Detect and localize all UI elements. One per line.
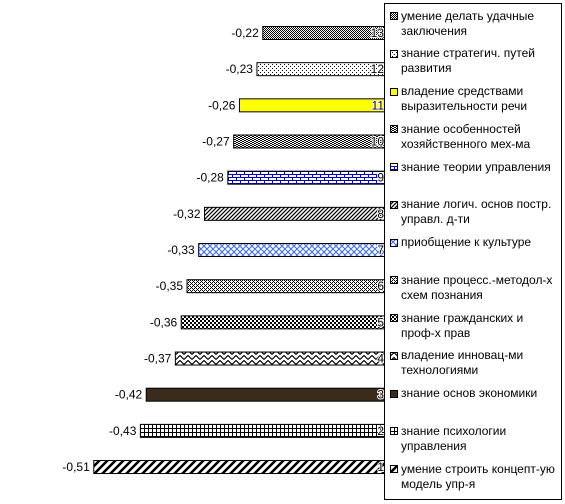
legend-label: знание логич. основ постр. управл. д-ти [401, 197, 552, 227]
legend-label: приобщение к культуре [401, 235, 532, 249]
legend-swatch [390, 276, 398, 285]
legend-swatch [390, 427, 398, 436]
legend-entry: умение строить концепт-ую модель упр-я [390, 462, 561, 500]
value-label: -0,42 [115, 388, 143, 402]
value-label: -0,27 [202, 135, 230, 149]
value-label: -0,37 [144, 352, 172, 366]
value-label: -0,32 [173, 207, 201, 221]
legend-swatch [390, 465, 398, 473]
legend-label: знание гражданских и проф-х прав [401, 310, 524, 340]
legend-swatch [390, 87, 398, 96]
value-label: -0,51 [62, 460, 90, 474]
point-label: 11 [372, 98, 385, 112]
legend-entry: знание психологии управления [390, 424, 561, 462]
legend-entry: знание гражданских и проф-х прав [390, 311, 561, 349]
legend-entry: знание процесс.-методол-х схем познания [390, 273, 561, 311]
legend-swatch [390, 12, 398, 20]
point-label: 13 [371, 26, 385, 40]
legend-label: умение делать удачные заключения [401, 8, 535, 38]
legend-entry: владение инновац-ми технологиями [390, 348, 561, 386]
bar-group: -0,33 7 [167, 242, 392, 258]
legend: умение делать удачные заключения знание с… [384, 3, 562, 500]
legend-label: знание основ экономики [401, 386, 538, 400]
bar-group: -0,37 4 [144, 351, 392, 367]
bar [139, 423, 392, 438]
legend-label: знание теории управления [401, 159, 551, 174]
bar [198, 243, 392, 258]
bar-group: -0,26 11 [208, 97, 392, 113]
bar-group: -0,36 5 [150, 314, 392, 330]
legend-swatch [390, 200, 398, 209]
value-label: -0,26 [208, 98, 236, 112]
bar [238, 98, 392, 113]
value-label: -0,23 [226, 62, 254, 76]
value-label: -0,36 [150, 315, 178, 329]
legend-swatch [390, 314, 398, 322]
bar [174, 351, 392, 366]
point-label: 4 [377, 352, 384, 366]
bar-group: -0,35 6 [156, 278, 392, 294]
legend-entry: владение средствами выразительности речи [390, 84, 561, 122]
legend-swatch [390, 49, 398, 58]
legend-label: знание психологии управления [401, 423, 507, 453]
legend-label: владение инновац-ми технологиями [401, 348, 524, 378]
bar-group: -0,28 9 [196, 170, 392, 186]
value-label: -0,28 [196, 171, 224, 185]
bar [227, 170, 392, 185]
legend-entry: знание основ экономики [390, 386, 561, 424]
legend-label: знание особенностей хозяйственного мех-м… [401, 121, 531, 151]
legend-swatch [390, 125, 398, 134]
legend-label: знание стратегич. путей развития [401, 46, 535, 76]
point-label: 9 [377, 171, 384, 185]
bar [93, 460, 392, 475]
legend-swatch [390, 238, 398, 247]
value-label: -0,43 [109, 424, 137, 438]
point-label: 3 [377, 388, 384, 402]
bar [180, 315, 392, 330]
legend-entry: знание особенностей хозяйственного мех-м… [390, 122, 561, 160]
bar [233, 134, 392, 149]
legend-swatch [390, 389, 398, 398]
bar [186, 279, 392, 294]
legend-label: владение средствами выразительности речи [401, 84, 528, 113]
point-label: 6 [377, 279, 384, 293]
bar-group: -0,43 2 [109, 423, 392, 439]
point-label: 2 [377, 424, 384, 438]
value-label: -0,33 [167, 243, 195, 257]
point-label: 10 [371, 135, 385, 149]
legend-swatch [390, 351, 398, 360]
value-label: -0,22 [231, 26, 259, 40]
bar-group: -0,22 13 [231, 25, 392, 41]
legend-entry: знание логич. основ постр. управл. д-ти [390, 197, 561, 235]
legend-entry: приобщение к культуре [390, 235, 561, 273]
bar-group: -0,51 1 [62, 459, 392, 475]
bar [145, 387, 392, 402]
bar-group: -0,32 8 [173, 206, 392, 222]
bar-group: -0,42 3 [115, 387, 392, 403]
point-label: 12 [371, 62, 385, 76]
legend-entry: умение делать удачные заключения [390, 9, 561, 47]
point-label: 7 [377, 243, 384, 257]
legend-label: умение строить концепт-ую модель упр-я [401, 461, 555, 491]
bar-group: -0,23 12 [226, 61, 392, 77]
legend-swatch [390, 163, 398, 171]
point-label: 5 [377, 315, 384, 329]
value-label: -0,35 [156, 279, 184, 293]
bar [204, 206, 392, 221]
point-label: 1 [377, 460, 384, 474]
point-label: 8 [377, 207, 384, 221]
legend-entry: знание теории управления [390, 160, 561, 198]
bar-group: -0,27 10 [202, 134, 392, 150]
legend-label: знание процесс.-методол-х схем познания [401, 272, 553, 302]
legend-entry: знание стратегич. путей развития [390, 46, 561, 84]
